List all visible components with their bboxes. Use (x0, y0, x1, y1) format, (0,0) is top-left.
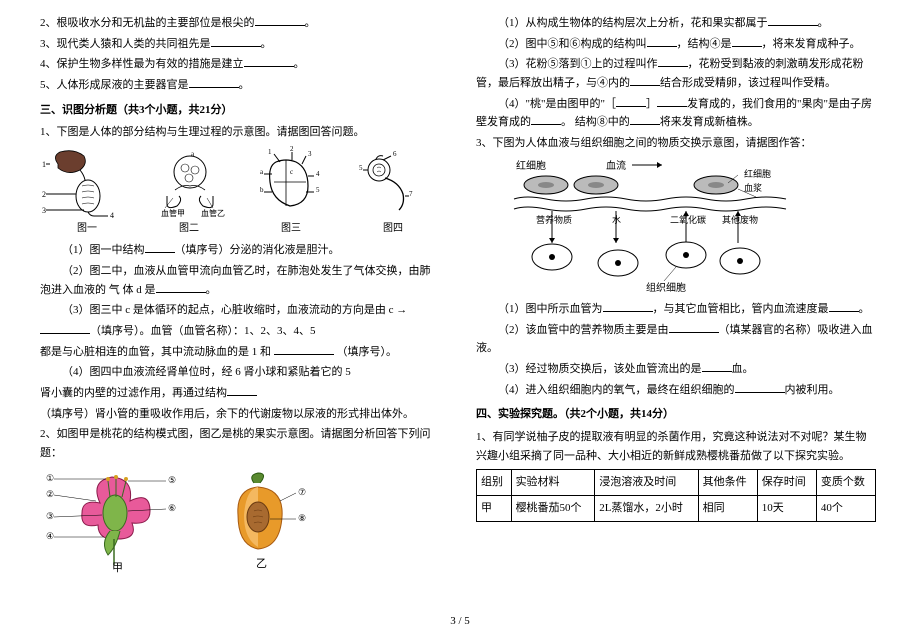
b1: （1）图中所示血管为，与其它血管相比，管内血流速度最。 (476, 300, 876, 319)
s3-q3: 3、下图为人体血液与组织细胞之间的物质交换示意图，请据图作答： (476, 134, 876, 153)
fig-flower: ① ② ③ ④ ⑤ ⑥ 甲 (40, 467, 190, 573)
svg-text:血浆: 血浆 (744, 182, 762, 193)
svg-text:⑤: ⑤ (168, 475, 176, 485)
svg-text:4: 4 (316, 170, 320, 178)
svg-text:①: ① (46, 473, 54, 483)
s3-q1: 1、下图是人体的部分结构与生理过程的示意图。请据图回答问题。 (40, 123, 440, 142)
r4: （4）"桃"是由图甲的"［］发育成的，我们食用的"果肉"是由子房壁发育成的。 结… (476, 95, 876, 132)
svg-text:营养物质: 营养物质 (536, 214, 572, 225)
b4: （4）进入组织细胞内的氧气，最终在组织细胞的内被利用。 (476, 381, 876, 400)
right-column: （1）从构成生物体的结构层次上分析，花和果实都属于。 （2）图中⑤和⑥构成的结构… (476, 14, 876, 575)
svg-text:a: a (260, 168, 264, 176)
s3-q2: 2、如图甲是桃花的结构模式图，图乙是桃的果实示意图。请据图分析回答下列问题： (40, 425, 440, 462)
s3q1-p1: （1）图一中结构（填序号）分泌的消化液是胆汁。 (40, 241, 440, 260)
figure-row-2: ① ② ③ ④ ⑤ ⑥ 甲 ⑦ ⑧ 乙 (40, 467, 440, 573)
experiment-table: 组别 实验材料 浸泡溶液及时间 其他条件 保存时间 变质个数 甲 樱桃番茄50个… (476, 469, 876, 521)
fig4: 6 5 7 (349, 146, 444, 218)
th-count: 变质个数 (816, 470, 875, 496)
svg-text:⑦: ⑦ (298, 487, 306, 497)
q5: 5、人体形成尿液的主要器官是。 (40, 76, 440, 95)
fig1: 1 2 3 4 (40, 146, 135, 218)
figure-captions: 图一图二图三图四 (40, 220, 440, 237)
svg-text:4: 4 (110, 211, 114, 218)
svg-text:红细胞: 红细胞 (516, 159, 546, 172)
r1: （1）从构成生物体的结构层次上分析，花和果实都属于。 (476, 14, 876, 33)
fig2: 血管甲 血管乙 a (143, 146, 238, 218)
s4-q1: 1、有同学说柚子皮的提取液有明显的杀菌作用，究竟这种说法对不对呢？某生物兴趣小组… (476, 428, 876, 465)
fig3: 1 2 3 4 5 a b c (246, 146, 341, 218)
s3q1-p4: （4）图四中血液流经肾单位时，经 6 肾小球和紧贴着它的 5 (40, 363, 440, 382)
fig2-lab2: 血管乙 (201, 208, 225, 218)
b3: （3）经过物质交换后，该处血管流出的是血。 (476, 360, 876, 379)
r2: （2）图中⑤和⑥构成的结构叫，结构④是，将来发育成种子。 (476, 35, 876, 54)
th-group: 组别 (477, 470, 512, 496)
svg-text:④: ④ (46, 531, 54, 541)
svg-text:7: 7 (409, 190, 413, 198)
s3q1-p2: （2）图二中，血液从血管甲流向血管乙时，在肺泡处发生了气体交换，由肺泡进入血液的… (40, 262, 440, 299)
s3q1-p3c: 都是与心脏相连的血管，其中流动脉血的是 1 和 （填序号）。 (40, 343, 440, 362)
fig2-lab1: 血管甲 (161, 208, 185, 218)
left-column: 2、根吸收水分和无机盐的主要部位是根尖的。 3、现代类人猿和人类的共同祖先是。 … (40, 14, 440, 575)
table-header-row: 组别 实验材料 浸泡溶液及时间 其他条件 保存时间 变质个数 (477, 470, 876, 496)
q4: 4、保护生物多样性最为有效的措施是建立。 (40, 55, 440, 74)
s3q1-p4b: 肾小囊的内壁的过滤作用，再通过结构 (40, 384, 440, 403)
svg-text:水: 水 (612, 214, 621, 225)
svg-text:血流: 血流 (606, 159, 626, 172)
svg-text:1: 1 (268, 148, 272, 156)
figure-row-1: 1 2 3 4 血管甲 血管乙 a 1 2 3 4 5 a b c 6 5 7 (40, 146, 440, 218)
svg-text:6: 6 (393, 150, 397, 158)
cap-a: 甲 (112, 562, 123, 573)
cap-b: 乙 (256, 557, 267, 570)
th-other: 其他条件 (698, 470, 757, 496)
th-material: 实验材料 (511, 470, 595, 496)
svg-text:2: 2 (42, 190, 46, 199)
q2: 2、根吸收水分和无机盐的主要部位是根尖的。 (40, 14, 440, 33)
svg-text:红细胞: 红细胞 (744, 168, 771, 179)
svg-text:5: 5 (316, 186, 320, 194)
svg-text:3: 3 (42, 206, 46, 215)
fig-peach: ⑦ ⑧ 乙 (198, 467, 328, 573)
page-footer: 3 / 5 (0, 612, 920, 631)
svg-text:5: 5 (359, 164, 363, 172)
r3: （3）花粉⑤落到①上的过程叫作，花粉受到黏液的刺激萌发形成花粉管，最后释放出精子… (476, 55, 876, 92)
svg-text:2: 2 (290, 146, 294, 153)
section-4-header: 四、实验探究题。（共2个小题，共14分） (476, 405, 876, 424)
svg-text:组织细胞: 组织细胞 (646, 281, 686, 294)
svg-text:b: b (260, 186, 264, 194)
svg-text:3: 3 (308, 150, 312, 158)
fig-blood: 红细胞 血流 红细胞 血浆 营养物质 水 二氧化碳 其他废物 组织细胞 (506, 155, 876, 297)
s3q1-p4c: （填序号）肾小管的重吸收作用后，余下的代谢废物以尿液的形式排出体外。 (40, 405, 440, 424)
svg-text:1: 1 (42, 160, 46, 169)
section-3-header: 三、识图分析题（共3个小题，共21分） (40, 101, 440, 120)
q3: 3、现代类人猿和人类的共同祖先是。 (40, 35, 440, 54)
svg-text:②: ② (46, 489, 54, 499)
b2: （2）该血管中的营养物质主要是由（填某器官的名称）吸收进入血液。 (476, 321, 876, 358)
svg-text:③: ③ (46, 511, 54, 521)
table-row: 甲 樱桃番茄50个 2L蒸馏水，2小时 相同 10天 40个 (477, 496, 876, 522)
s3q1-p3b: （填序号）。血管（血管名称）：1、2、3、4、5 (40, 322, 440, 341)
th-time: 保存时间 (757, 470, 816, 496)
th-soak: 浸泡溶液及时间 (595, 470, 698, 496)
svg-text:⑥: ⑥ (168, 503, 176, 513)
svg-text:⑧: ⑧ (298, 513, 306, 523)
s3q1-p3: （3）图三中 c 是体循环的起点，心脏收缩时，血液流动的方向是由 c → (40, 301, 440, 320)
svg-text:c: c (290, 168, 293, 176)
